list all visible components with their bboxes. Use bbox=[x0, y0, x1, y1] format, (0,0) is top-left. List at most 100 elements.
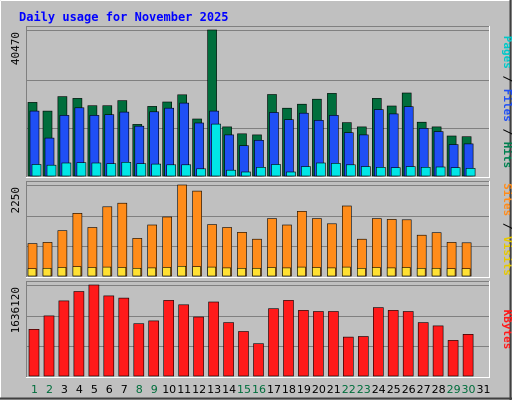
bar-pages-day-17 bbox=[271, 164, 281, 177]
bar-kbytes-day-15 bbox=[238, 331, 249, 377]
bar-pages-day-30 bbox=[465, 168, 476, 177]
x-tick-label-day-14: 14 bbox=[222, 383, 236, 396]
x-tick-label-day-17: 17 bbox=[267, 383, 281, 396]
bar-kbytes-day-24 bbox=[372, 307, 384, 377]
bar-pages-day-23 bbox=[360, 166, 371, 177]
bar-kbytes-day-7 bbox=[118, 297, 130, 377]
x-tick-label-day-10: 10 bbox=[162, 383, 176, 396]
bar-pages-day-12 bbox=[196, 168, 206, 177]
bar-kbytes-day-19 bbox=[298, 310, 309, 377]
bar-kbytes-day-16 bbox=[253, 343, 264, 377]
x-tick-label-day-13: 13 bbox=[207, 383, 221, 396]
bar-kbytes-day-10 bbox=[163, 300, 174, 377]
bar-kbytes-day-13 bbox=[208, 301, 219, 377]
x-tick-label-day-9: 9 bbox=[151, 383, 158, 396]
bar-sites-day-12 bbox=[192, 266, 201, 277]
bar-sites-day-23 bbox=[356, 267, 366, 277]
bar-files-day-26 bbox=[403, 106, 414, 177]
bar-kbytes-day-30 bbox=[462, 333, 474, 377]
y-axis-max-label: 40470 bbox=[9, 32, 22, 65]
y-axis-max-label: 2250 bbox=[9, 187, 22, 214]
x-tick-label-day-8: 8 bbox=[136, 383, 143, 396]
bar-sites-day-18 bbox=[282, 267, 291, 277]
bar-sites-day-7 bbox=[117, 267, 127, 277]
legend-entry: Hits bbox=[501, 142, 512, 169]
panel-hits: 40470 Pages / Files / Hits bbox=[9, 26, 512, 178]
bar-kbytes-day-22 bbox=[342, 336, 354, 377]
bar-visits-day-19 bbox=[297, 211, 307, 277]
bar-visits-day-10 bbox=[162, 216, 172, 277]
bar-kbytes-day-11 bbox=[178, 304, 189, 377]
bar-visits-day-7 bbox=[117, 202, 128, 277]
bar-visits-day-6 bbox=[102, 206, 113, 277]
legend-entry: Visits bbox=[501, 236, 512, 276]
bar-pages-day-14 bbox=[226, 169, 236, 177]
bar-sites-day-1 bbox=[27, 268, 37, 277]
x-tick-label-day-20: 20 bbox=[312, 383, 326, 396]
x-tick-label-day-21: 21 bbox=[327, 383, 341, 396]
bar-sites-day-22 bbox=[341, 266, 351, 277]
bar-pages-day-8 bbox=[136, 163, 147, 177]
legend-entry: / bbox=[501, 216, 512, 236]
bar-pages-day-29 bbox=[450, 167, 461, 177]
bar-visits-day-25 bbox=[386, 219, 397, 277]
bar-sites-day-26 bbox=[401, 267, 411, 277]
bar-sites-day-21 bbox=[327, 267, 336, 277]
chart-title: Daily usage for November 2025 bbox=[19, 10, 229, 24]
x-tick-label-day-18: 18 bbox=[282, 383, 296, 396]
bar-pages-day-24 bbox=[375, 167, 386, 177]
x-tick-label-day-11: 11 bbox=[177, 383, 191, 396]
bar-pages-day-26 bbox=[405, 166, 416, 177]
bar-pages-day-28 bbox=[435, 166, 446, 177]
x-tick-label-day-24: 24 bbox=[372, 383, 386, 396]
x-tick-label-day-27: 27 bbox=[417, 383, 431, 396]
bar-kbytes-day-4 bbox=[73, 291, 85, 377]
x-tick-label-day-16: 16 bbox=[252, 383, 266, 396]
bar-files-day-18 bbox=[284, 119, 294, 177]
bar-pages-day-19 bbox=[301, 166, 311, 177]
bar-kbytes-day-9 bbox=[148, 320, 159, 377]
bar-sites-day-3 bbox=[57, 267, 67, 277]
bar-pages-day-16 bbox=[256, 167, 266, 177]
x-tick-label-day-28: 28 bbox=[432, 383, 446, 396]
bar-sites-day-16 bbox=[252, 267, 261, 277]
bar-kbytes-day-14 bbox=[223, 322, 234, 377]
bar-kbytes-day-28 bbox=[432, 325, 444, 377]
bar-kbytes-day-6 bbox=[103, 295, 115, 377]
bar-sites-day-27 bbox=[416, 267, 426, 277]
bar-sites-day-17 bbox=[267, 267, 276, 277]
bar-files-day-14 bbox=[224, 134, 234, 177]
bar-pages-day-22 bbox=[345, 164, 356, 177]
bar-sites-day-19 bbox=[297, 266, 306, 277]
bar-kbytes-day-23 bbox=[357, 336, 369, 377]
bar-kbytes-day-2 bbox=[43, 315, 55, 377]
panel-legend: KBytes bbox=[501, 310, 512, 350]
x-tick-label-day-2: 2 bbox=[46, 383, 53, 396]
bar-pages-day-1 bbox=[31, 164, 42, 177]
bar-files-day-24 bbox=[373, 109, 384, 177]
panel-legend: Sites / Visits bbox=[501, 183, 512, 276]
bar-sites-day-6 bbox=[102, 266, 112, 277]
bar-pages-day-27 bbox=[420, 167, 431, 177]
x-tick-label-day-3: 3 bbox=[61, 383, 68, 396]
bar-files-day-12 bbox=[194, 122, 204, 177]
bar-sites-day-24 bbox=[371, 267, 381, 277]
bar-pages-day-10 bbox=[166, 164, 176, 177]
bar-sites-day-20 bbox=[312, 267, 321, 277]
bar-pages-day-6 bbox=[106, 163, 117, 177]
bar-pages-day-4 bbox=[76, 162, 87, 177]
bar-sites-day-11 bbox=[177, 265, 186, 277]
bar-pages-day-5 bbox=[91, 162, 102, 177]
legend-entry: / bbox=[501, 69, 512, 89]
bar-pages-day-7 bbox=[121, 162, 132, 177]
bar-sites-day-28 bbox=[431, 267, 441, 277]
bar-pages-day-15 bbox=[241, 171, 251, 177]
bar-sites-day-5 bbox=[87, 267, 97, 277]
bar-files-day-15 bbox=[239, 145, 249, 177]
panel-legend: Pages / Files / Hits bbox=[501, 36, 512, 169]
bar-sites-day-2 bbox=[42, 267, 52, 277]
bar-kbytes-day-21 bbox=[328, 311, 339, 377]
bar-kbytes-day-1 bbox=[28, 328, 40, 377]
bar-sites-day-29 bbox=[446, 268, 456, 277]
